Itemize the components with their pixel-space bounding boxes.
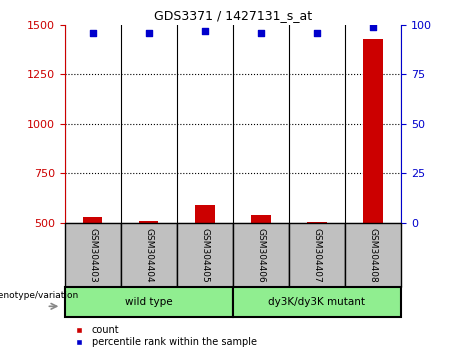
Bar bbox=[233, 287, 401, 317]
Point bbox=[89, 30, 96, 35]
Bar bbox=[121, 223, 177, 287]
Text: GSM304405: GSM304405 bbox=[200, 228, 209, 283]
Bar bbox=[251, 215, 271, 223]
Text: genotype/variation: genotype/variation bbox=[0, 291, 79, 300]
Text: GSM304408: GSM304408 bbox=[368, 228, 378, 283]
Point bbox=[313, 30, 321, 35]
Bar bbox=[65, 287, 233, 317]
Text: GSM304404: GSM304404 bbox=[144, 228, 153, 283]
Text: GSM304407: GSM304407 bbox=[313, 228, 321, 283]
Bar bbox=[195, 205, 214, 223]
Point bbox=[257, 30, 265, 35]
Title: GDS3371 / 1427131_s_at: GDS3371 / 1427131_s_at bbox=[154, 9, 312, 22]
Point bbox=[145, 30, 152, 35]
Bar bbox=[307, 222, 327, 223]
Text: wild type: wild type bbox=[125, 297, 172, 307]
Bar bbox=[289, 223, 345, 287]
Text: GSM304403: GSM304403 bbox=[88, 228, 97, 283]
Bar bbox=[233, 223, 289, 287]
Bar bbox=[363, 39, 383, 223]
Point bbox=[201, 28, 208, 34]
Bar bbox=[177, 223, 233, 287]
Text: GSM304406: GSM304406 bbox=[256, 228, 266, 283]
Legend: count, percentile rank within the sample: count, percentile rank within the sample bbox=[70, 325, 257, 347]
Bar bbox=[65, 223, 121, 287]
Text: dy3K/dy3K mutant: dy3K/dy3K mutant bbox=[268, 297, 366, 307]
Bar bbox=[345, 223, 401, 287]
Point bbox=[369, 24, 377, 30]
Bar bbox=[83, 217, 102, 223]
Bar bbox=[139, 221, 159, 223]
